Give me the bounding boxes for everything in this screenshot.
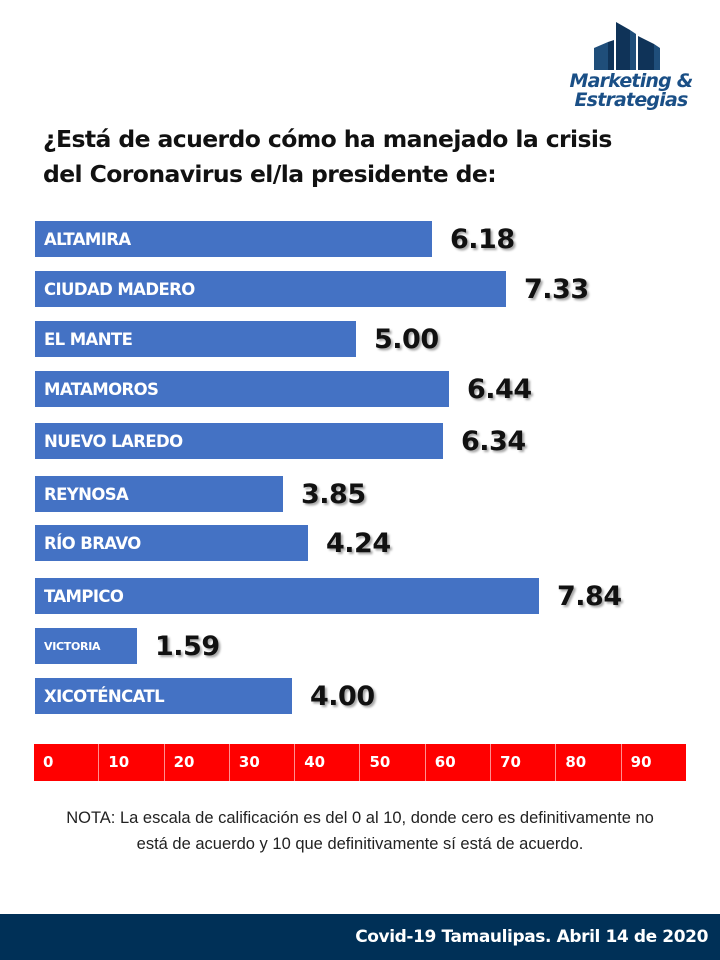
bar-category-label: RÍO BRAVO (44, 534, 141, 553)
bar: MATAMOROS (35, 371, 449, 407)
scale-tick-label: 90 (630, 753, 652, 771)
scale-tick-label: 40 (295, 744, 361, 781)
footer-text: Covid-19 Tamaulipas. Abril 14 de 2020 (355, 927, 708, 947)
scale-tick-label: 30 (230, 744, 296, 781)
chart-title-line1: ¿Está de acuerdo cómo ha manejado la cri… (43, 125, 612, 153)
bar-value-label: 6.18 (450, 224, 515, 255)
scale-tick-label: 60 (426, 744, 492, 781)
brand-logo: Marketing & Estrategias (548, 20, 708, 120)
bar-category-label: NUEVO LAREDO (44, 432, 183, 451)
bar-value-label: 4.24 (326, 528, 391, 559)
bar-category-label: EL MANTE (44, 330, 133, 349)
chart-title-line2: del Coronavirus el/la presidente de: (43, 160, 497, 188)
brand-name-line1: Marketing & (569, 70, 693, 92)
bar: CIUDAD MADERO (35, 271, 506, 307)
bar: XICOTÉNCATL (35, 678, 292, 714)
brand-name: Marketing & Estrategias (556, 72, 706, 110)
bar: EL MANTE (35, 321, 356, 357)
bar-category-label: XICOTÉNCATL (44, 687, 165, 706)
bar: NUEVO LAREDO (35, 423, 443, 459)
scale-tick-label: 80 (556, 744, 622, 781)
bar-value-label: 7.84 (557, 581, 622, 612)
bar: TAMPICO (35, 578, 539, 614)
bar-category-label: REYNOSA (44, 485, 129, 504)
bar: REYNOSA (35, 476, 283, 512)
bar-value-label: 6.34 (461, 426, 526, 457)
bar-value-label: 7.33 (524, 274, 589, 305)
bar-value-label: 5.00 (374, 324, 439, 355)
scale-tick-label: 10 (99, 744, 165, 781)
bar: RÍO BRAVO (35, 525, 308, 561)
bar: VICTORIA (35, 628, 137, 664)
bar-value-label: 6.44 (467, 374, 532, 405)
bar-category-label: MATAMOROS (44, 380, 159, 399)
bar-category-label: VICTORIA (44, 640, 101, 653)
scale-tick-label: 70 (491, 744, 557, 781)
bar-value-label: 4.00 (310, 681, 375, 712)
brand-name-line2: Estrategias (574, 89, 689, 111)
footer-bar: Covid-19 Tamaulipas. Abril 14 de 2020 (0, 914, 720, 960)
scale-tick-label: 0 (34, 744, 100, 781)
bar-value-label: 1.59 (155, 631, 220, 662)
scale-tick-label: 50 (360, 744, 426, 781)
bar-value-label: 3.85 (301, 479, 366, 510)
buildings-icon (594, 22, 660, 70)
bar-category-label: ALTAMIRA (44, 230, 131, 249)
bar-category-label: TAMPICO (44, 587, 124, 606)
bar: ALTAMIRA (35, 221, 432, 257)
scale-bar: 0 10 20 30 40 50 60 70 80 90 (34, 744, 686, 781)
chart-title: ¿Está de acuerdo cómo ha manejado la cri… (43, 122, 663, 192)
note-text: NOTA: La escala de calificación es del 0… (66, 809, 654, 853)
bar-category-label: CIUDAD MADERO (44, 280, 195, 299)
scale-tick-label: 20 (165, 744, 230, 781)
